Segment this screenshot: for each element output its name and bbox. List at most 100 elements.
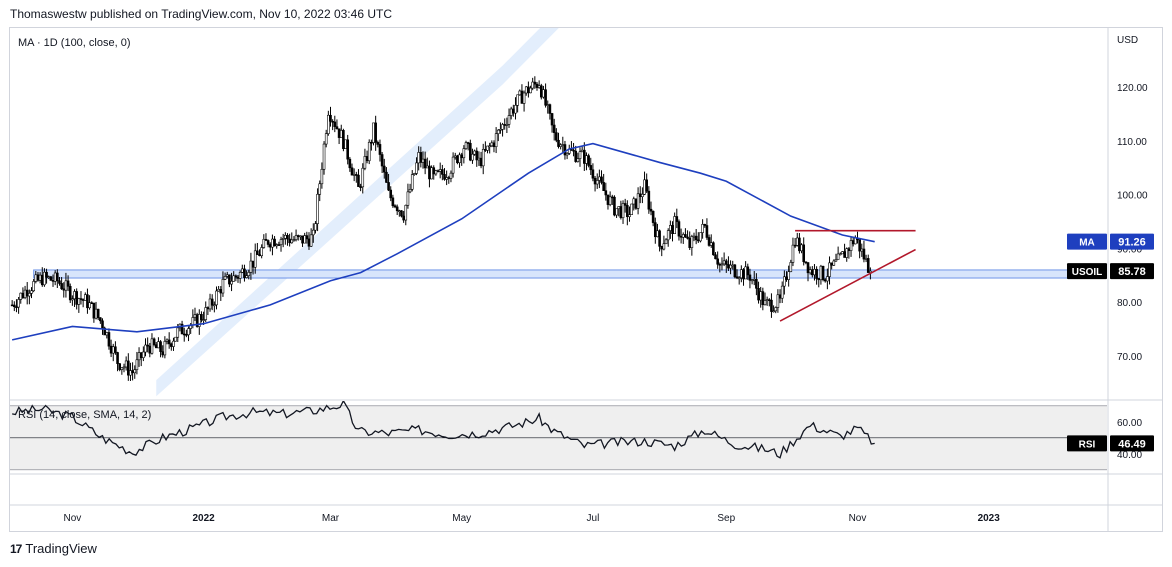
candle-body (533, 81, 537, 85)
candle-body (542, 89, 545, 98)
candle-body (206, 307, 210, 310)
candle-body (565, 153, 569, 156)
candle-body (225, 274, 229, 277)
candle-body (785, 276, 788, 280)
candle-body (604, 190, 608, 196)
tradingview-logo-icon: 17 (10, 541, 22, 556)
time-tick-label: Nov (63, 513, 81, 524)
candle-body (552, 124, 556, 133)
candle-body (469, 142, 472, 161)
candle-body (385, 171, 388, 183)
candle-body (241, 268, 244, 273)
candle-body (793, 244, 797, 247)
currency-label: USD (1117, 35, 1138, 46)
candle-body (307, 238, 311, 247)
candle-body (660, 246, 664, 250)
candle-body (99, 317, 102, 322)
candle-body (75, 291, 78, 305)
candle-body (68, 286, 72, 301)
candle-body (436, 170, 440, 172)
candle-body (851, 240, 855, 245)
candle-body (772, 310, 775, 313)
candle-body (365, 156, 369, 162)
candle-body (524, 86, 528, 94)
candle-body (249, 260, 253, 273)
candle-body (172, 340, 175, 347)
candle-body (574, 150, 578, 162)
candle-body (757, 288, 760, 301)
candle-body (649, 208, 653, 212)
candle-body (213, 304, 216, 307)
candle-body (643, 179, 646, 195)
candle-body (292, 239, 296, 241)
candle-body (804, 261, 808, 264)
candle-body (714, 254, 717, 260)
candle-body (496, 129, 500, 135)
candle-body (417, 152, 420, 164)
candle-body (58, 280, 61, 284)
candle-body (45, 271, 48, 278)
footer-brand-label: TradingView (25, 541, 97, 556)
candle-body (15, 306, 18, 309)
candle-body (619, 206, 623, 219)
candle-body (370, 141, 373, 144)
candle-body (236, 276, 240, 279)
candle-body (277, 244, 281, 246)
candle-body (339, 130, 343, 138)
candle-body (380, 154, 384, 167)
time-tick-label: Jul (587, 513, 600, 524)
candle-body (830, 262, 833, 266)
candle-body (157, 341, 160, 349)
candle-body (238, 271, 242, 279)
candle-body (342, 130, 345, 149)
candle-body (548, 104, 552, 114)
candle-body (359, 186, 362, 188)
usoil-price-tag: USOIL 85.78 (1067, 263, 1154, 280)
footer-brand[interactable]: 17 TradingView (10, 541, 97, 556)
candle-body (167, 339, 171, 345)
candle-body (234, 275, 238, 278)
candle-body (32, 281, 35, 292)
candle-body (471, 153, 474, 161)
candle-body (114, 346, 117, 353)
candle-body (589, 165, 593, 171)
candle-body (271, 238, 274, 248)
candle-body (802, 244, 806, 263)
candle-body (598, 176, 601, 181)
candle-body (834, 259, 838, 262)
price-tick-label: 120.00 (1117, 83, 1148, 94)
candle-body (780, 285, 784, 299)
moving-average-line (11, 142, 875, 341)
candle-body (53, 272, 57, 282)
candle-body (94, 308, 98, 319)
candle-body (410, 174, 414, 190)
candle-body (260, 247, 263, 257)
candle-body (866, 258, 870, 273)
candle-body (193, 314, 197, 318)
candle-body (301, 235, 304, 244)
candle-body (776, 294, 780, 308)
candle-body (864, 258, 868, 260)
candle-body (92, 302, 96, 319)
candle-body (641, 194, 644, 198)
candle-body (623, 203, 627, 206)
price-tick-label: 80.00 (1117, 298, 1142, 309)
candle-body (615, 208, 618, 216)
candle-body (765, 299, 769, 301)
time-tick-label: Mar (322, 513, 340, 524)
rsi-line (12, 401, 875, 459)
candle-body (21, 292, 25, 298)
candle-body (170, 343, 173, 347)
candle-body (845, 248, 849, 258)
candle-body (514, 104, 517, 114)
candle-body (382, 165, 386, 173)
candle-body (503, 124, 507, 126)
candle-body (425, 165, 429, 169)
candle-body (462, 148, 466, 159)
candle-body (79, 298, 83, 300)
candle-body (591, 169, 595, 179)
candle-body (142, 351, 145, 359)
usoil-price-tag-value-box (1110, 263, 1154, 280)
price-pane (10, 28, 1107, 397)
